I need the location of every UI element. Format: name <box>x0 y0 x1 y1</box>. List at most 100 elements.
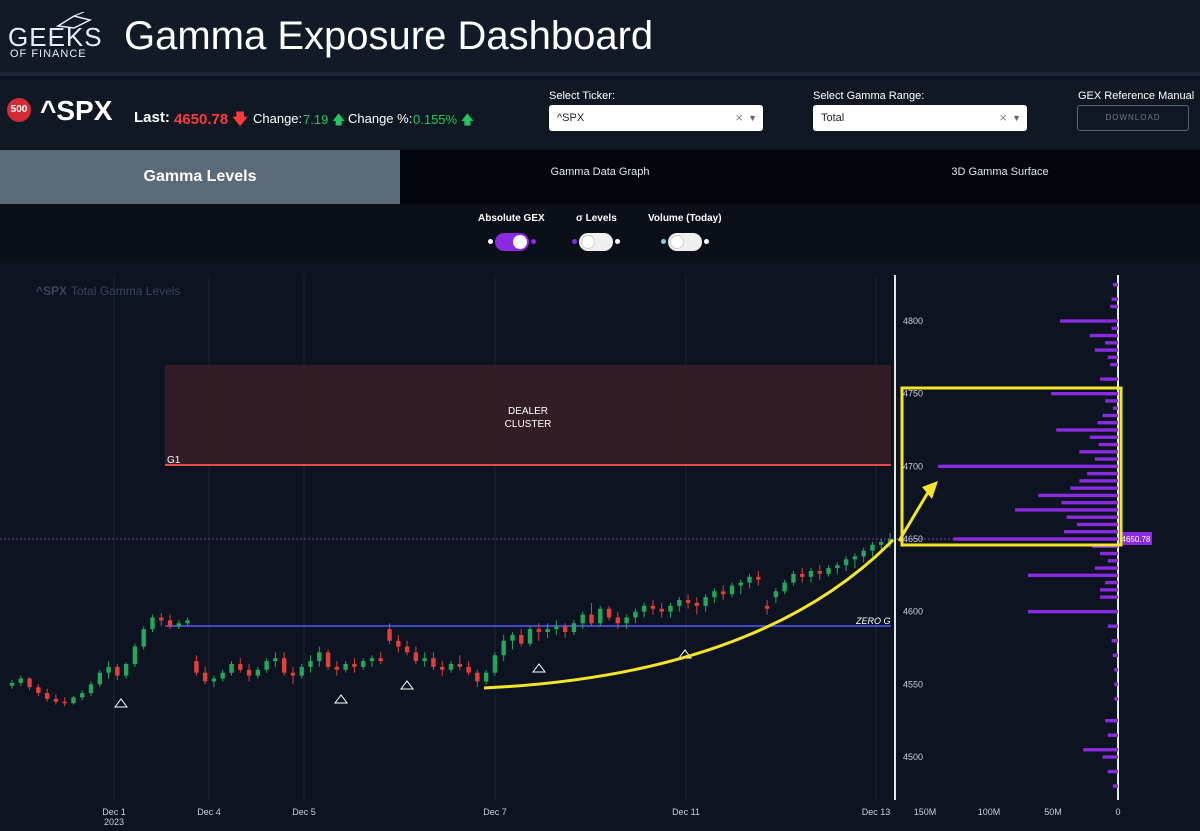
ticker-select[interactable]: ^SPX × ▼ <box>549 105 763 131</box>
gex-bar <box>1105 341 1118 345</box>
gex-bar <box>1111 326 1118 330</box>
arrow-up-icon: 🡅 <box>460 112 475 127</box>
x-tick-label: Dec 13 <box>862 807 891 817</box>
candle-body <box>861 550 866 557</box>
gex-bar <box>1112 406 1118 410</box>
gamma-range-select-label: Select Gamma Range: <box>813 90 925 102</box>
toggle-on-indicator <box>615 239 620 244</box>
candle-body <box>9 682 15 686</box>
candle-body <box>71 697 76 704</box>
toggle-off-indicator <box>488 239 493 244</box>
change-pct-value: 0.155% 🡅 <box>413 112 475 127</box>
triangle-marker-icon <box>334 694 348 704</box>
chevron-down-icon[interactable]: ▼ <box>748 113 757 123</box>
candle-body <box>598 608 603 624</box>
candle-body <box>650 605 656 609</box>
volume-today-label: Volume (Today) <box>648 213 722 224</box>
candle-body <box>211 678 217 682</box>
clear-icon[interactable]: × <box>999 110 1007 125</box>
tab-gamma-levels[interactable]: Gamma Levels <box>0 150 400 204</box>
candle-body <box>729 585 735 595</box>
gex-bar <box>1087 471 1118 476</box>
dealer-cluster-label-2: CLUSTER <box>505 419 552 430</box>
gex-bar <box>1051 391 1118 396</box>
reference-manual-label: GEX Reference Manual <box>1078 90 1195 102</box>
toggle-on-indicator <box>531 239 536 244</box>
gex-bar <box>1111 297 1118 301</box>
candle-body <box>694 602 700 606</box>
candle-body <box>624 617 629 624</box>
candle-body <box>352 663 357 667</box>
candle-body <box>141 629 146 647</box>
chevron-down-icon[interactable]: ▼ <box>1012 113 1021 123</box>
candle-body <box>843 559 849 566</box>
x-tick-label: Dec 1 <box>102 807 126 817</box>
last-price-label: Last: <box>134 109 170 126</box>
gex-bar <box>937 464 1118 469</box>
gex-bar <box>1112 282 1118 287</box>
page-title: Gamma Exposure Dashboard <box>124 14 654 58</box>
tab-gamma-data-graph[interactable]: Gamma Data Graph <box>550 166 650 178</box>
candle-body <box>677 600 682 606</box>
download-button[interactable]: DOWNLOAD <box>1077 105 1189 131</box>
y-tick-label: 4500 <box>903 752 923 762</box>
candle-body <box>334 666 340 670</box>
candle-body <box>510 634 515 641</box>
gex-bar <box>1099 595 1118 599</box>
ticker-symbol: ^SPX <box>40 95 113 126</box>
price-axis: 4500 4550 4600 4650 4700 4750 4800 <box>903 316 923 762</box>
candle-body <box>703 597 708 606</box>
candle-body <box>641 605 647 612</box>
tab-3d-gamma-surface[interactable]: 3D Gamma Surface <box>951 166 1049 178</box>
chart-canvas[interactable]: ^SPX Total Gamma Levels DEALER CLUSTER G1… <box>0 275 1200 827</box>
chart-title: ^SPX Total Gamma Levels <box>36 284 180 298</box>
graduation-cap-icon <box>55 12 93 29</box>
gex-bar <box>1105 580 1118 585</box>
gamma-range-select-value: Total <box>821 112 845 124</box>
x-tick-label: Dec 4 <box>197 807 221 817</box>
gex-bar <box>1107 624 1118 628</box>
gex-tick-label: 0 <box>1115 807 1120 817</box>
gex-bar <box>1056 428 1118 432</box>
candle-body <box>281 658 287 673</box>
gex-bar <box>1076 522 1118 527</box>
candle-body <box>606 608 612 618</box>
candle-body <box>325 652 331 667</box>
volume-today-toggle[interactable] <box>668 233 702 251</box>
gex-bar <box>1099 551 1118 556</box>
y-tick-label: 4550 <box>903 679 923 689</box>
candle-body <box>519 634 524 644</box>
geeks-of-finance-logo[interactable]: GEEKS OF FINANCE <box>8 12 116 62</box>
gamma-levels-chart[interactable]: ^SPX Total Gamma Levels DEALER CLUSTER G1… <box>0 275 1200 827</box>
gex-bar <box>1027 573 1118 578</box>
gex-bar <box>1061 500 1118 505</box>
gex-bar <box>1112 784 1118 788</box>
x-tick-label: Dec 7 <box>483 807 507 817</box>
candle-body <box>317 652 322 662</box>
candle-body <box>747 576 752 583</box>
highlight-box <box>900 386 1123 547</box>
gex-bar <box>1110 362 1118 367</box>
candle-body <box>808 570 814 577</box>
candle-body <box>457 663 462 667</box>
sigma-levels-toggle[interactable] <box>579 233 613 251</box>
gex-bar <box>1070 486 1118 490</box>
candle-body <box>501 640 506 656</box>
toggle-off-indicator <box>661 239 666 244</box>
clear-icon[interactable]: × <box>735 110 743 125</box>
absolute-gex-toggle[interactable] <box>495 233 529 251</box>
candle-body <box>589 614 594 624</box>
candle-body <box>80 693 85 698</box>
gex-bar <box>1066 515 1118 519</box>
candle-body <box>387 629 392 641</box>
arrow-up-icon: 🡅 <box>331 112 346 127</box>
dealer-cluster-label-1: DEALER <box>508 406 548 417</box>
app-header: GEEKS OF FINANCE Gamma Exposure Dashboar… <box>0 0 1200 76</box>
candle-body <box>562 626 568 633</box>
gex-axis: 150M 100M 50M 0 <box>914 807 1121 817</box>
gamma-range-select[interactable]: Total × ▼ <box>813 105 1027 131</box>
gex-bar <box>1089 435 1118 439</box>
gex-bar <box>1094 348 1118 352</box>
candle-body <box>194 661 199 673</box>
gex-bar <box>1063 530 1118 534</box>
